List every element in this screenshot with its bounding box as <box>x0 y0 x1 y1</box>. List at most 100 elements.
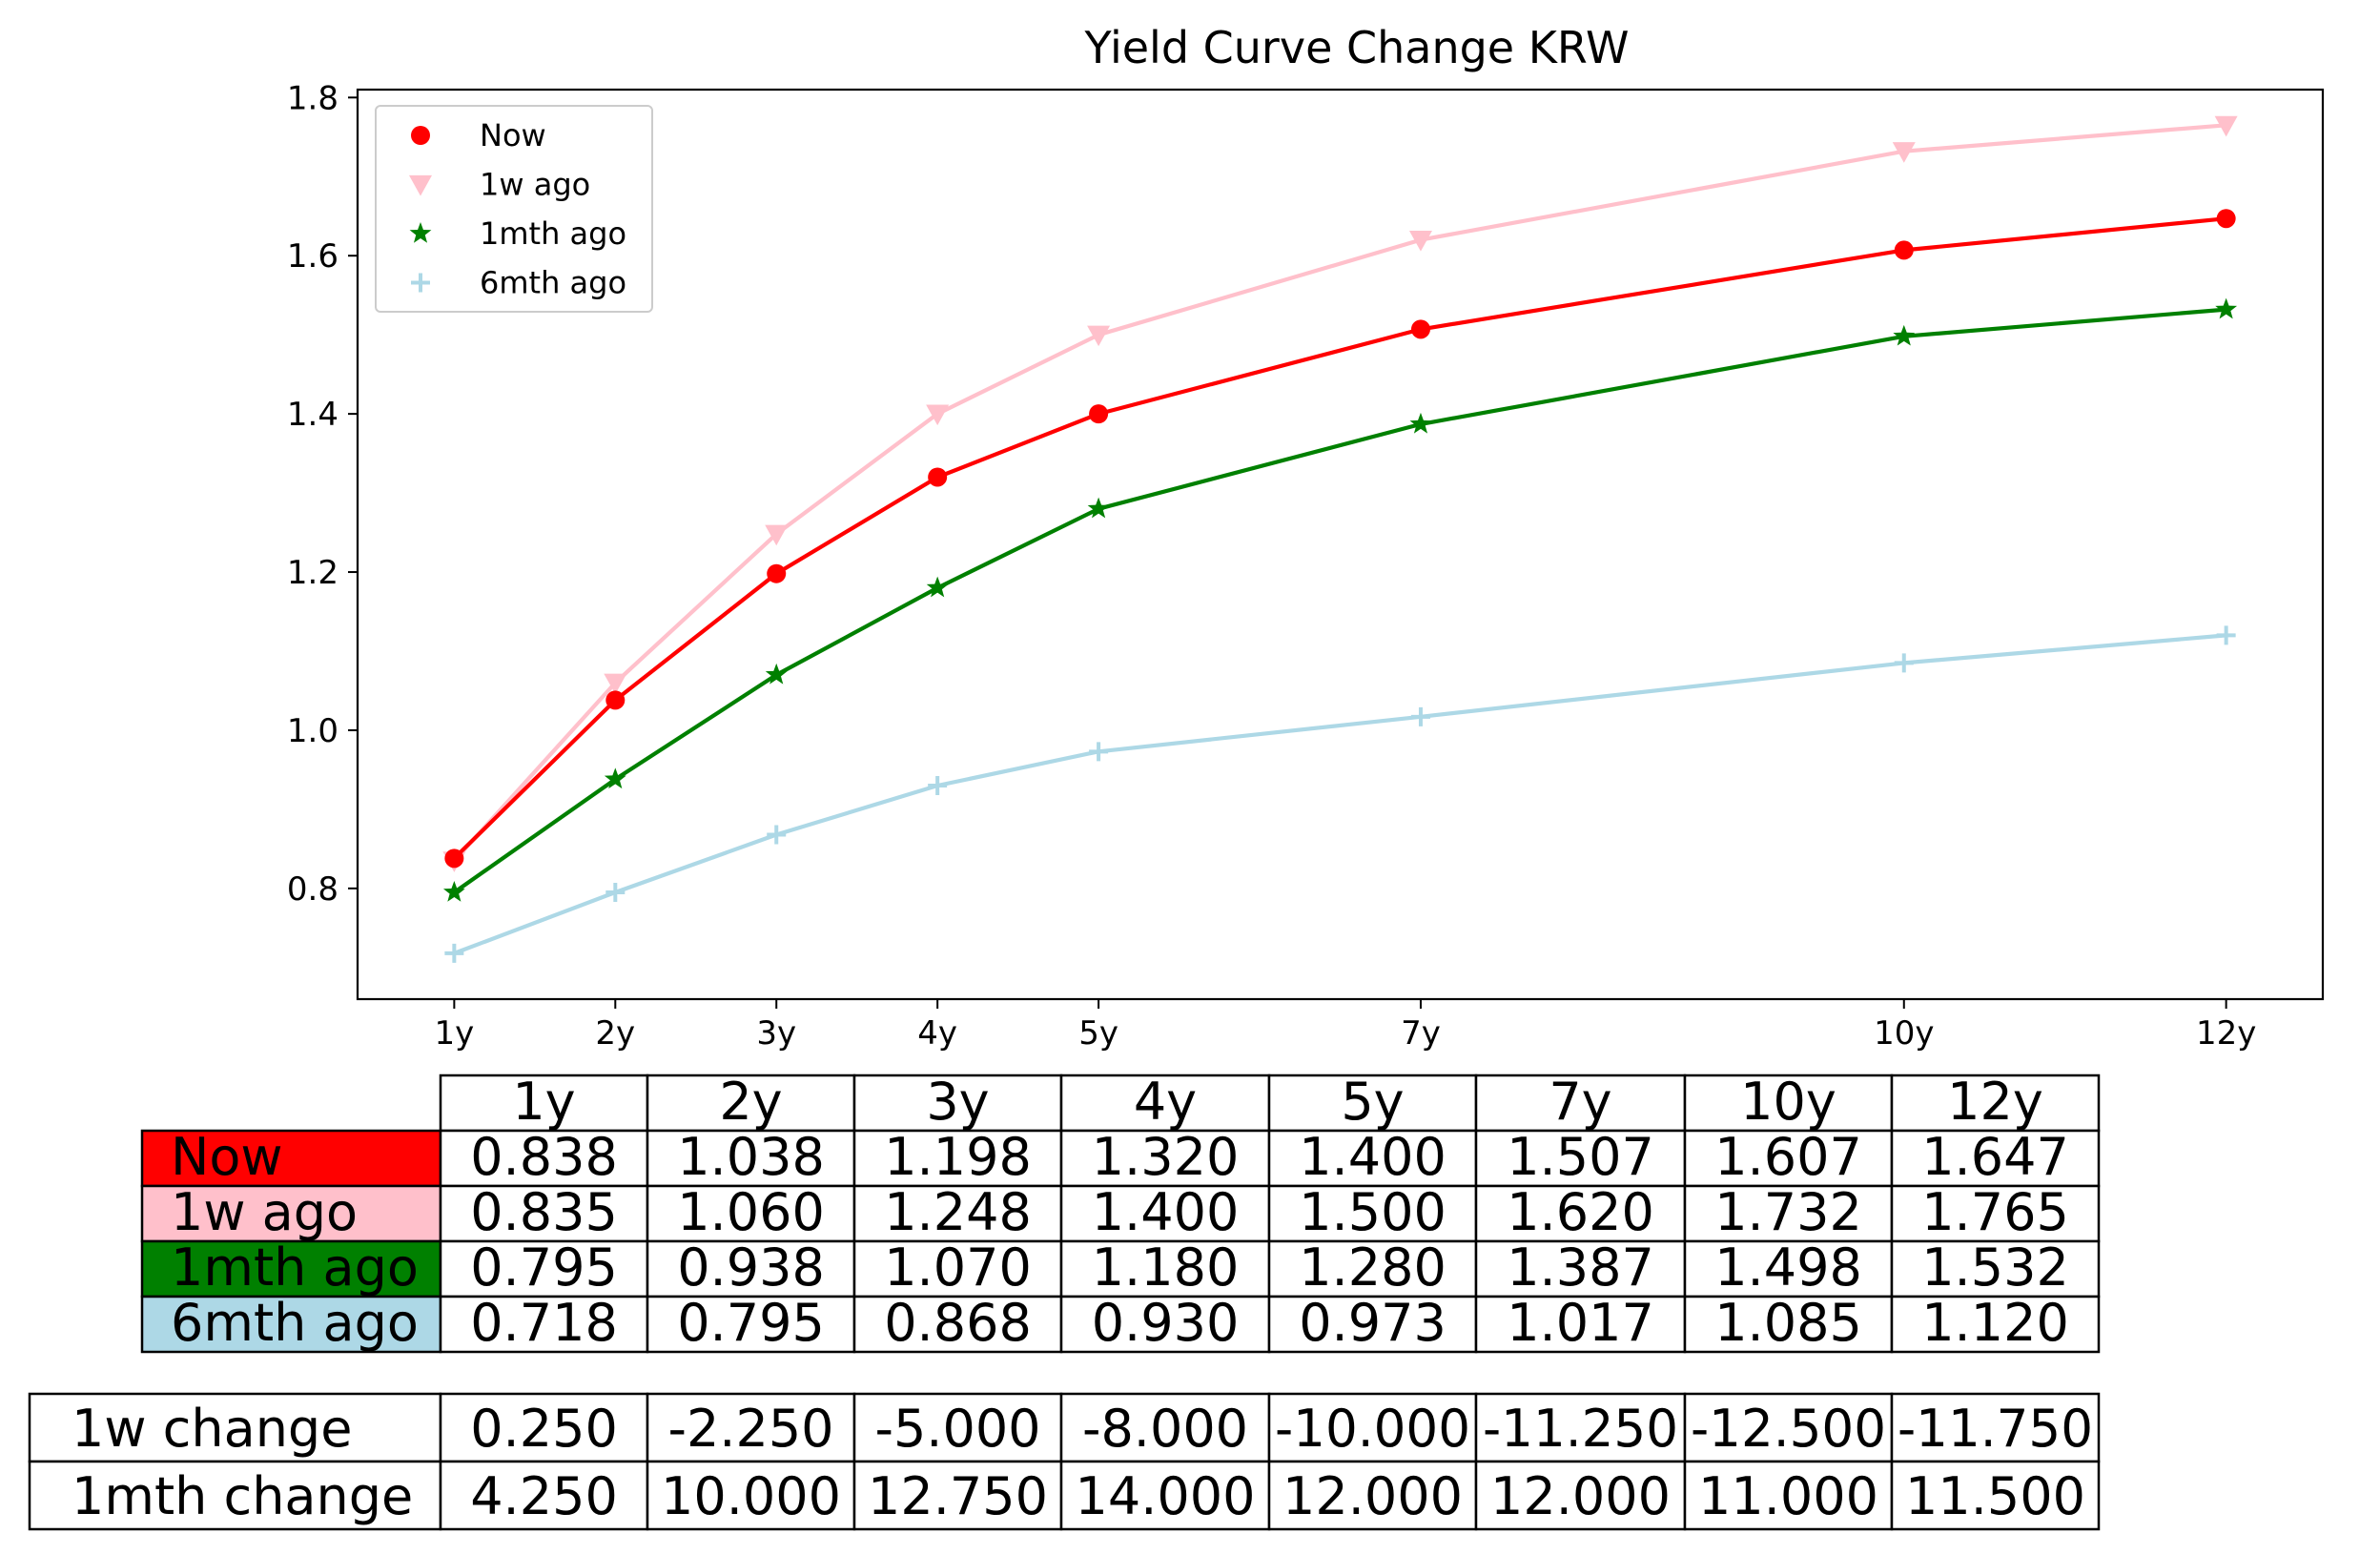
y-tick-label: 1.6 <box>287 237 339 276</box>
table-cell-value: 1.400 <box>1092 1182 1240 1242</box>
table-cell-value: 0.938 <box>677 1237 825 1298</box>
data-point-6mth-ago <box>1410 706 1430 726</box>
change-row-label-cell <box>28 1392 442 1463</box>
series-1mth-ago <box>442 297 2238 902</box>
series-layer <box>442 115 2238 963</box>
data-point-now <box>1894 240 1914 260</box>
change-cell-value: 11.000 <box>1698 1466 1878 1526</box>
data-point-1w-ago <box>2214 115 2238 137</box>
table-row-label-cell <box>140 1129 442 1188</box>
data-point-1w-ago <box>1892 142 1916 163</box>
table-cell-value: 0.835 <box>470 1182 618 1242</box>
table-cell-value: 0.718 <box>470 1293 618 1353</box>
legend-label: 1mth ago <box>480 215 626 252</box>
table-cell <box>1059 1295 1271 1354</box>
table-header-label: 5y <box>1341 1072 1404 1132</box>
table-cell-value: 1.038 <box>677 1127 825 1187</box>
data-point-1mth-ago <box>1087 497 1110 519</box>
data-point-1mth-ago <box>2215 297 2238 319</box>
table-header-cell <box>439 1073 649 1133</box>
legend-label: 1w ago <box>480 167 590 203</box>
change-cell-value: -5.000 <box>874 1399 1040 1459</box>
table-cell-value: 1.387 <box>1507 1237 1654 1298</box>
table-row-label: 1mth ago <box>171 1237 419 1298</box>
series-line-1mth-ago <box>453 307 2226 894</box>
table-header-cell <box>646 1073 856 1133</box>
table-cell-value: 0.795 <box>470 1237 618 1298</box>
change-cell <box>1683 1460 1894 1531</box>
table-cell-value: 1.248 <box>884 1182 1032 1242</box>
table-cell <box>439 1239 649 1298</box>
table-cell <box>1267 1239 1478 1298</box>
x-tick-label: 2y <box>595 1014 635 1053</box>
table-header-cell <box>852 1073 1063 1133</box>
table-cell-value: 0.795 <box>677 1293 825 1353</box>
table-cell-value: 1.198 <box>884 1127 1032 1187</box>
table-cell <box>439 1295 649 1354</box>
table-header-label: 12y <box>1947 1072 2043 1132</box>
change-cell <box>1474 1392 1687 1463</box>
data-point-6mth-ago <box>1894 653 1914 673</box>
change-cell <box>1890 1392 2101 1463</box>
table-header-cell <box>1267 1073 1478 1133</box>
data-point-6mth-ago <box>2216 625 2236 645</box>
table-cell-value: 0.973 <box>1299 1293 1446 1353</box>
table-cell-value: 1.498 <box>1714 1237 1862 1298</box>
data-point-1mth-ago <box>1409 412 1432 434</box>
data-point-now <box>1089 404 1109 424</box>
table-header-cell <box>1890 1073 2101 1133</box>
legend-marker <box>411 273 430 293</box>
data-point-1mth-ago <box>765 663 788 685</box>
table-cell-value: 1.765 <box>1921 1182 2069 1242</box>
x-tick-label: 5y <box>1078 1014 1118 1053</box>
change-cell-value: -12.500 <box>1691 1399 1886 1459</box>
y-tick-label: 1.8 <box>287 79 339 117</box>
table-cell-value: 1.085 <box>1714 1293 1862 1353</box>
plot-frame <box>356 88 2325 1001</box>
change-cell-value: -8.000 <box>1082 1399 1248 1459</box>
x-tick-label: 1y <box>434 1014 474 1053</box>
table-row-label: 1w ago <box>171 1182 358 1242</box>
legend-frame <box>375 105 653 313</box>
change-cell <box>1474 1460 1687 1531</box>
change-cell-value: 12.000 <box>1282 1466 1463 1526</box>
table-cell <box>1059 1129 1271 1188</box>
data-point-now <box>928 467 948 487</box>
data-point-1mth-ago <box>442 881 465 902</box>
change-cell-value: 12.000 <box>1490 1466 1671 1526</box>
x-tick-label: 4y <box>917 1014 957 1053</box>
table-cell-value: 1.647 <box>1921 1127 2069 1187</box>
table-cell <box>1267 1184 1478 1243</box>
table-header-label: 2y <box>719 1072 782 1132</box>
table-cell-value: 0.838 <box>470 1127 618 1187</box>
change-cell <box>1059 1392 1271 1463</box>
table-header-label: 3y <box>926 1072 989 1132</box>
table-cell <box>1890 1295 2101 1354</box>
legend-label: Now <box>480 117 546 153</box>
table-cell-value: 1.320 <box>1092 1127 1240 1187</box>
change-cell-value: -10.000 <box>1275 1399 1470 1459</box>
table-row-label-cell <box>140 1239 442 1298</box>
data-point-now <box>444 849 464 869</box>
table-cell <box>1267 1295 1478 1354</box>
legend-marker <box>409 222 432 243</box>
legend-label: 6mth ago <box>480 265 626 301</box>
table-header-cell <box>1683 1073 1894 1133</box>
table-cell <box>646 1295 856 1354</box>
data-point-6mth-ago <box>605 883 626 903</box>
chart-title: Yield Curve Change KRW <box>1084 22 1630 73</box>
x-tick-label: 12y <box>2196 1014 2256 1053</box>
table-cell-value: 1.120 <box>1921 1293 2069 1353</box>
table-cell <box>439 1129 649 1188</box>
series-line-6mth-ago <box>453 633 2226 955</box>
table-cell-value: 0.930 <box>1092 1293 1240 1353</box>
change-row-label: 1mth change <box>72 1466 413 1526</box>
table-header-cell <box>1474 1073 1687 1133</box>
change-cell-value: 14.000 <box>1076 1466 1256 1526</box>
table-cell-value: 1.507 <box>1507 1127 1654 1187</box>
table-cell <box>1474 1295 1687 1354</box>
table-row-label: 6mth ago <box>171 1293 419 1353</box>
table-cell-value: 1.280 <box>1299 1237 1446 1298</box>
series-6mth-ago <box>444 625 2236 963</box>
